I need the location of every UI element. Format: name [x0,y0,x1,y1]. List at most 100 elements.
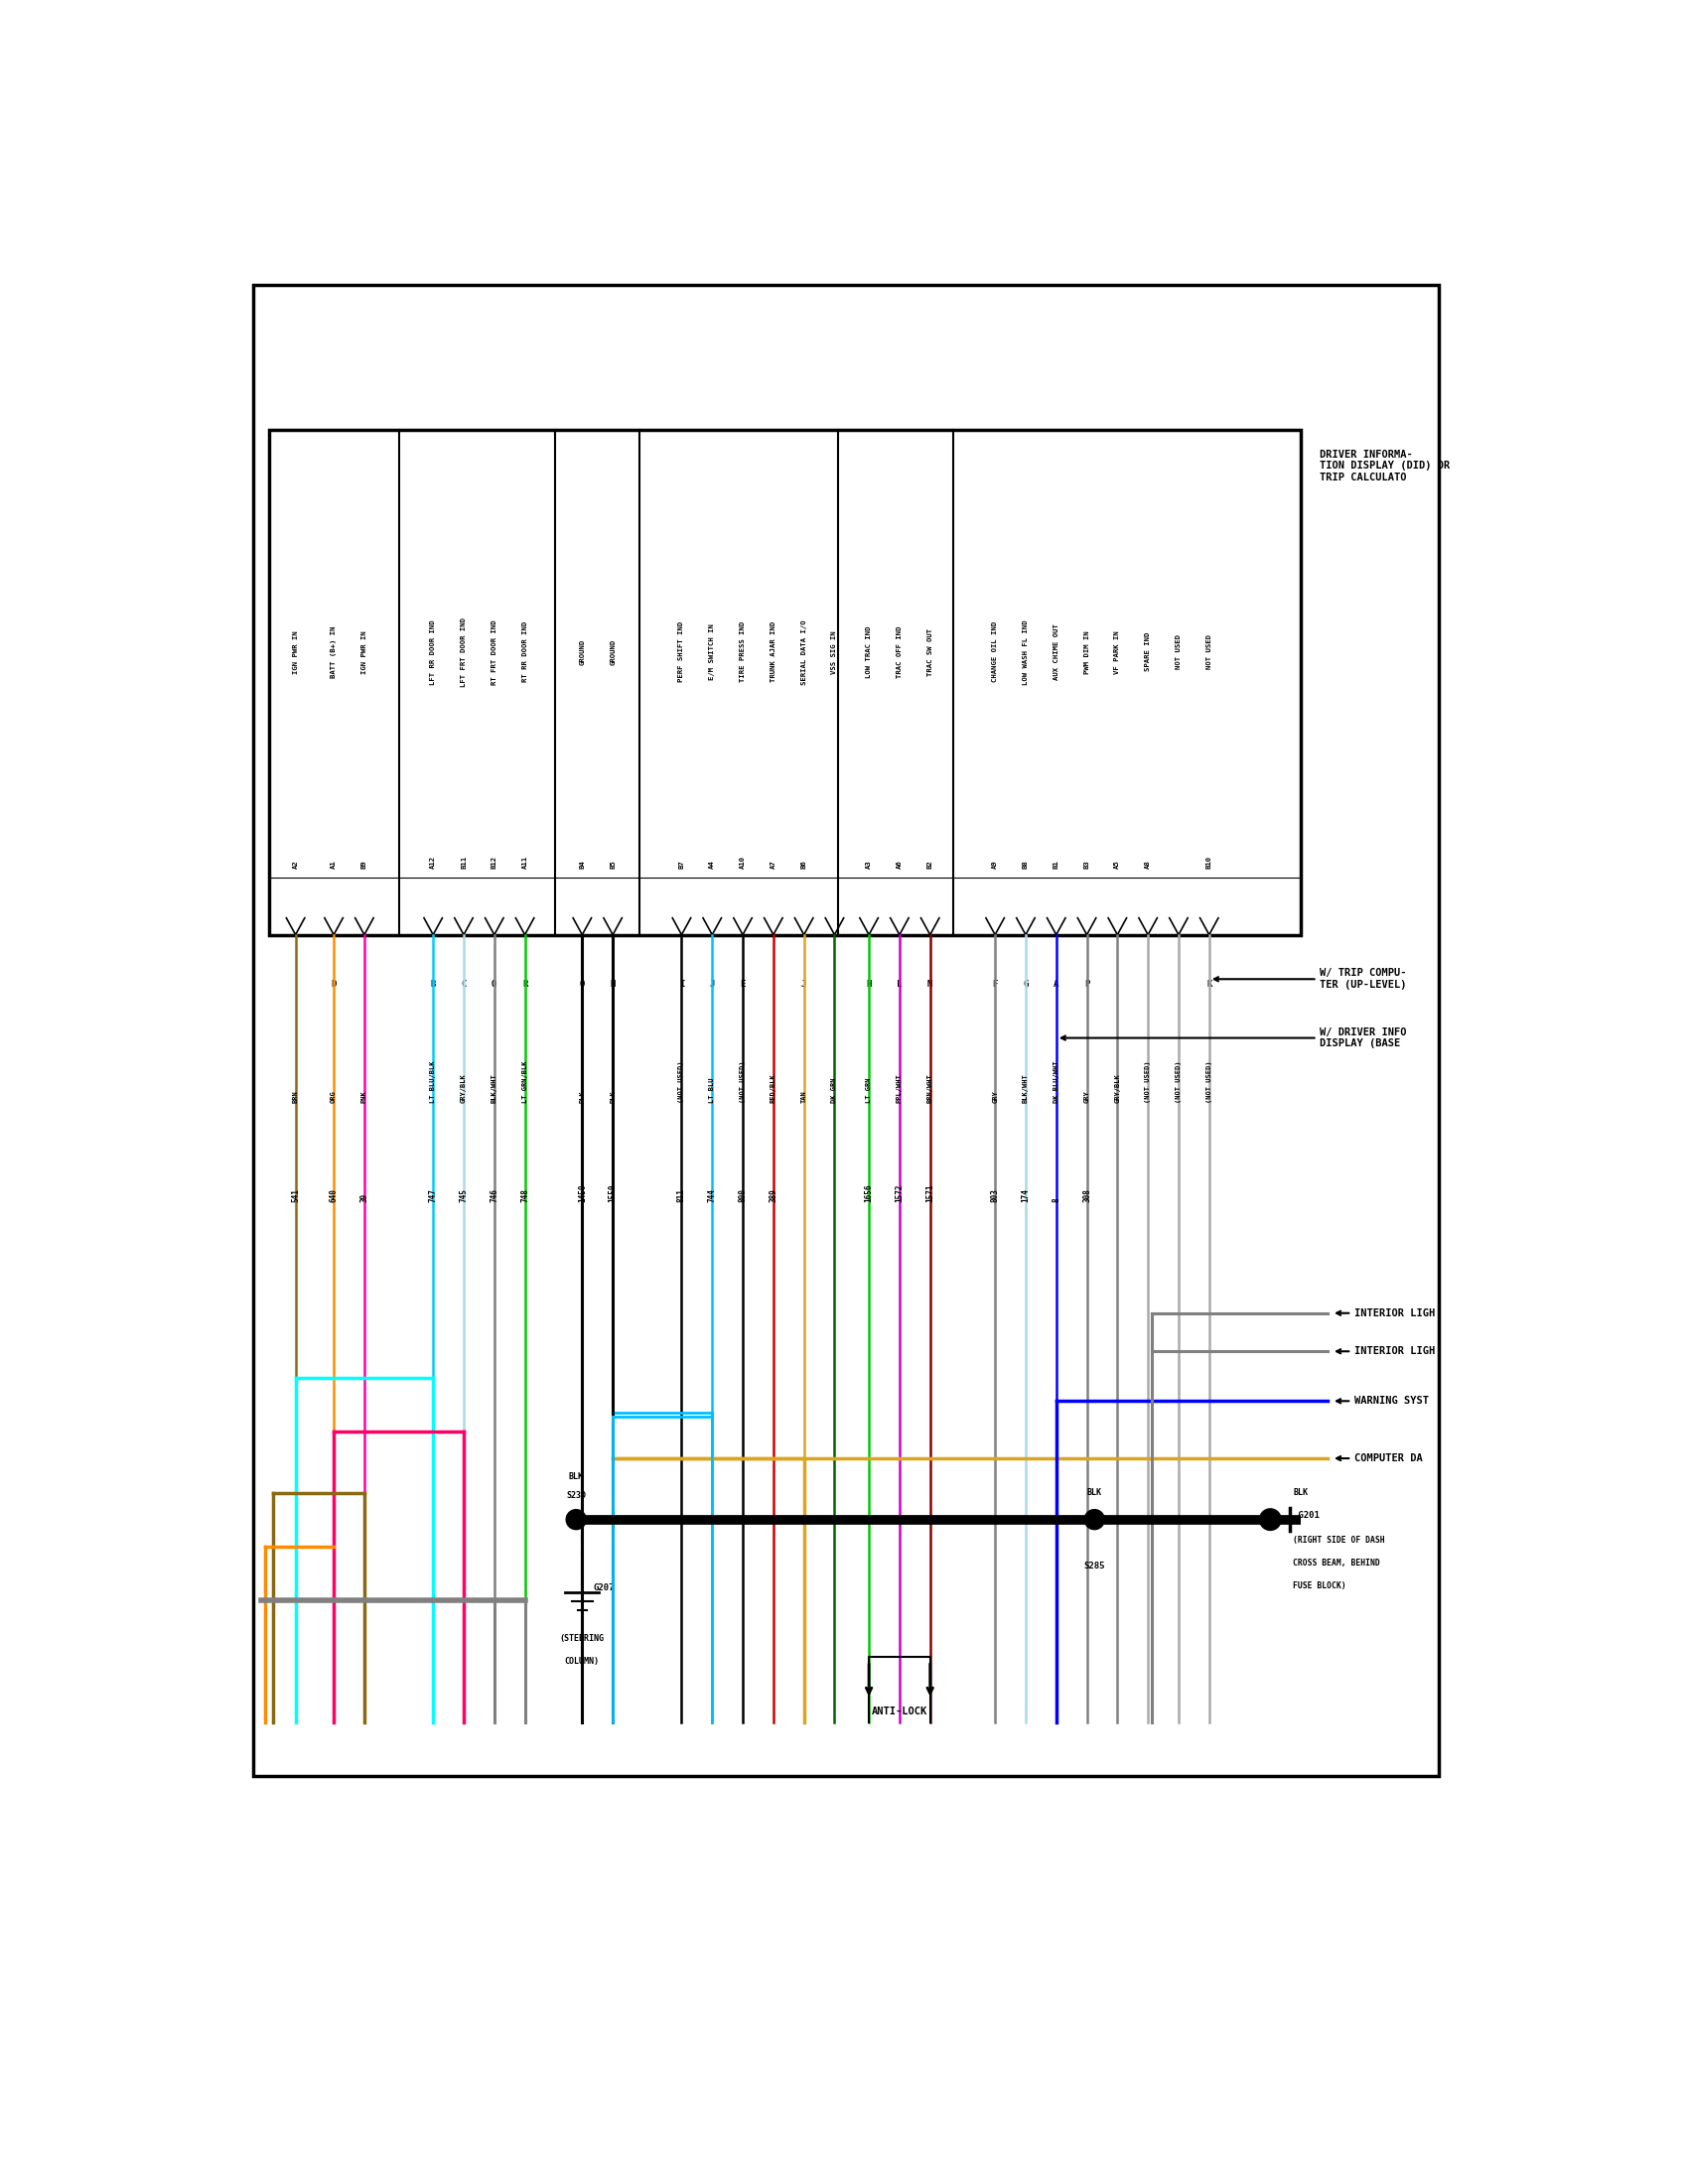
Text: IGN PWR IN: IGN PWR IN [292,631,299,673]
Text: GRY: GRY [993,1090,998,1103]
Text: TRAC OFF IND: TRAC OFF IND [896,627,903,677]
Text: 1550: 1550 [608,1184,618,1201]
Text: E/M SWITCH IN: E/M SWITCH IN [709,625,716,679]
FancyBboxPatch shape [253,286,1438,1776]
Text: S285: S285 [1084,1562,1106,1570]
Text: S23D: S23D [565,1492,586,1500]
Text: WARNING SYST: WARNING SYST [1337,1396,1428,1406]
Text: BLK: BLK [1087,1487,1102,1496]
Text: TIRE PRESS IND: TIRE PRESS IND [739,622,746,681]
Text: BATT (B+) IN: BATT (B+) IN [331,627,336,677]
Text: B4: B4 [579,860,586,869]
Text: GROUND: GROUND [609,640,616,664]
Text: DRIVER INFORMA-
TION DISPLAY (DID) OR
TRIP CALCULATO: DRIVER INFORMA- TION DISPLAY (DID) OR TR… [1320,450,1450,483]
Text: VF PARK IN: VF PARK IN [1114,631,1121,673]
Text: A3: A3 [866,860,873,869]
Text: ANTI-LOCK: ANTI-LOCK [871,1708,927,1717]
Text: NOT USED: NOT USED [1207,636,1212,668]
Text: GRY/BLK: GRY/BLK [461,1072,466,1103]
Text: 811: 811 [677,1188,685,1201]
Text: D: D [331,981,336,989]
Text: BLK: BLK [609,1090,616,1103]
Text: RT RR DOOR IND: RT RR DOOR IND [522,622,528,681]
Text: G201: G201 [1293,1511,1320,1520]
Text: A12: A12 [430,856,436,869]
Text: 8: 8 [1052,1197,1060,1201]
Text: 308: 308 [1082,1188,1092,1201]
Text: RED/BLK: RED/BLK [770,1072,776,1103]
Text: 746: 746 [490,1188,498,1201]
Text: BLK: BLK [579,1090,586,1103]
Text: B5: B5 [609,860,616,869]
Text: I: I [679,981,684,989]
Text: BLK/WHT: BLK/WHT [491,1072,498,1103]
Text: ORG: ORG [331,1090,336,1103]
FancyBboxPatch shape [268,430,1301,935]
Text: 541: 541 [290,1188,300,1201]
Text: (STEERING: (STEERING [560,1634,604,1642]
Text: B1: B1 [1053,860,1060,869]
Text: (NOT USED): (NOT USED) [679,1061,685,1103]
Text: R: R [522,981,528,989]
Text: Q: Q [491,981,496,989]
Text: GROUND: GROUND [579,640,586,664]
Text: F: F [993,981,998,989]
Text: IGN PWR IN: IGN PWR IN [361,631,368,673]
Text: LT GRN/BLK: LT GRN/BLK [522,1061,528,1103]
Text: LT GRN: LT GRN [866,1077,873,1103]
Text: A7: A7 [770,860,776,869]
Text: B11: B11 [461,856,466,869]
Text: (NOT USED): (NOT USED) [739,1061,746,1103]
Text: 389: 389 [768,1188,778,1201]
Text: PERF SHIFT IND: PERF SHIFT IND [679,622,685,681]
Text: FUSE BLOCK): FUSE BLOCK) [1293,1581,1347,1590]
Text: BRN/WHT: BRN/WHT [927,1072,933,1103]
Text: 1450: 1450 [577,1184,587,1201]
Text: (NOT USED): (NOT USED) [1144,1061,1151,1103]
Text: LFT FRT DOOR IND: LFT FRT DOOR IND [461,618,466,686]
Text: LT BLU/BLK: LT BLU/BLK [430,1061,436,1103]
Text: A10: A10 [739,856,746,869]
Text: AUX CHIME OUT: AUX CHIME OUT [1053,625,1060,679]
Text: SERIAL DATA I/O: SERIAL DATA I/O [800,620,807,684]
Text: PNK: PNK [361,1090,368,1103]
Circle shape [565,1509,586,1529]
Text: 1572: 1572 [895,1184,905,1201]
Text: E: E [739,981,746,989]
Text: L: L [896,981,901,989]
Text: J: J [709,981,714,989]
Text: A11: A11 [522,856,528,869]
Text: B6: B6 [800,860,807,869]
Text: (NOT USED): (NOT USED) [1207,1061,1212,1103]
Text: A8: A8 [1144,860,1151,869]
Text: G207: G207 [594,1583,614,1592]
Text: 1571: 1571 [925,1184,935,1201]
Text: W/ TRIP COMPU-
TER (UP-LEVEL): W/ TRIP COMPU- TER (UP-LEVEL) [1214,968,1406,989]
Text: LFT RR DOOR IND: LFT RR DOOR IND [430,620,436,684]
Circle shape [1084,1509,1104,1529]
Text: TRUNK AJAR IND: TRUNK AJAR IND [770,622,776,681]
Text: DK BLU/WHT: DK BLU/WHT [1053,1061,1060,1103]
Text: (NOT USED): (NOT USED) [1175,1061,1182,1103]
Text: M: M [927,981,933,989]
Text: B12: B12 [491,856,498,869]
Text: INTERIOR LIGH: INTERIOR LIGH [1337,1345,1435,1356]
Text: 39: 39 [360,1192,368,1201]
Text: TAN: TAN [800,1090,807,1103]
Text: N: N [609,981,616,989]
Text: W/ DRIVER INFO
DISPLAY (BASE: W/ DRIVER INFO DISPLAY (BASE [1062,1026,1406,1048]
Text: BLK: BLK [569,1472,584,1481]
Text: A9: A9 [993,860,998,869]
Text: PWM DIM IN: PWM DIM IN [1084,631,1090,673]
Text: SPARE IND: SPARE IND [1144,633,1151,670]
Text: DK GRN: DK GRN [832,1077,837,1103]
Text: B8: B8 [1023,860,1028,869]
Text: LT BLU: LT BLU [709,1077,716,1103]
Text: CROSS BEAM, BEHIND: CROSS BEAM, BEHIND [1293,1559,1381,1568]
Text: 744: 744 [707,1188,717,1201]
Text: 745: 745 [459,1188,468,1201]
Text: RT FRT DOOR IND: RT FRT DOOR IND [491,620,498,684]
Text: 800: 800 [738,1188,748,1201]
Text: B2: B2 [927,860,933,869]
Text: K: K [1207,981,1212,989]
